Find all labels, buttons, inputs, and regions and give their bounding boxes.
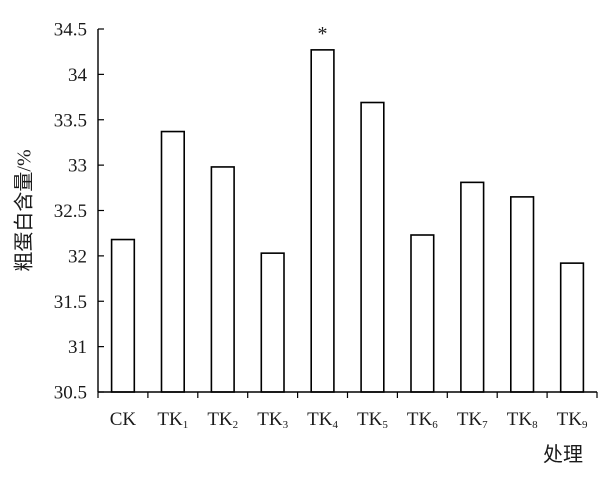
bar-tk4 — [310, 49, 335, 393]
y-tick-label: 34.5 — [54, 20, 87, 41]
bar-ck — [110, 238, 136, 393]
x-tick-label: TK7 — [457, 409, 488, 431]
x-tick-label-base: TK — [157, 409, 183, 430]
y-tick-label: 32 — [68, 246, 87, 267]
x-tick-label: CK — [110, 409, 137, 430]
x-tick-label-base: TK — [457, 409, 483, 430]
x-tick-label-base: TK — [257, 409, 283, 430]
x-tick-label-base: TK — [407, 409, 433, 430]
x-tick-label: TK2 — [207, 409, 238, 431]
y-tick-label: 31.5 — [54, 292, 87, 313]
x-tick-label-base: TK — [307, 409, 333, 430]
bar-tk1 — [160, 130, 186, 393]
y-tick-label: 32.5 — [54, 201, 87, 222]
y-tick-label: 33 — [68, 156, 87, 177]
bar-tk5 — [360, 101, 385, 393]
x-tick-label-subscript: 5 — [382, 419, 388, 431]
y-tick-label: 31 — [68, 337, 87, 358]
bar-tk6 — [410, 234, 435, 393]
x-tick-label: TK1 — [157, 409, 188, 431]
y-axis-ticks: 30.5 31 31.5 32 32.5 33 33.5 34 34.5 — [54, 20, 104, 404]
x-tick-label-base: TK — [357, 409, 383, 430]
x-tick-label-base: CK — [110, 409, 137, 430]
significance-marker: * — [318, 23, 328, 45]
x-tick-label-subscript: 4 — [332, 419, 338, 431]
y-tick-label: 30.5 — [54, 383, 87, 404]
x-tick-label-subscript: 8 — [532, 419, 538, 431]
x-tick-label-base: TK — [207, 409, 233, 430]
x-tick-label-base: TK — [507, 409, 533, 430]
y-axis-title: 粗蛋白含量/% — [13, 149, 36, 271]
bar-tk2 — [210, 166, 235, 393]
x-tick-label-subscript: 3 — [283, 419, 289, 431]
annotations: * — [318, 23, 328, 45]
x-tick-label-subscript: 9 — [582, 419, 588, 431]
x-tick-label: TK6 — [407, 409, 438, 431]
x-tick-label: TK9 — [557, 409, 588, 431]
x-tick-label-subscript: 2 — [233, 419, 239, 431]
y-tick-label: 33.5 — [54, 110, 87, 131]
x-tick-label: TK5 — [357, 409, 388, 431]
x-tick-label-subscript: 1 — [183, 419, 189, 431]
x-tick-label-subscript: 7 — [482, 419, 488, 431]
y-tick-label: 34 — [68, 65, 88, 86]
bar-tk3 — [260, 252, 285, 393]
x-tick-label: TK4 — [307, 409, 338, 431]
bars — [110, 49, 585, 393]
x-axis-ticks: CK TK1 TK2 TK3 TK4 TK5 TK6 TK7 TK8 TK9 — [97, 392, 598, 431]
x-tick-label: TK8 — [507, 409, 538, 431]
x-tick-label: TK3 — [257, 409, 288, 431]
bar-tk9 — [559, 262, 585, 393]
x-tick-label-base: TK — [557, 409, 583, 430]
x-tick-label-subscript: 6 — [432, 419, 438, 431]
bar-tk8 — [509, 196, 535, 393]
bar-tk7 — [460, 181, 485, 393]
x-axis-title: 处理 — [543, 443, 583, 466]
